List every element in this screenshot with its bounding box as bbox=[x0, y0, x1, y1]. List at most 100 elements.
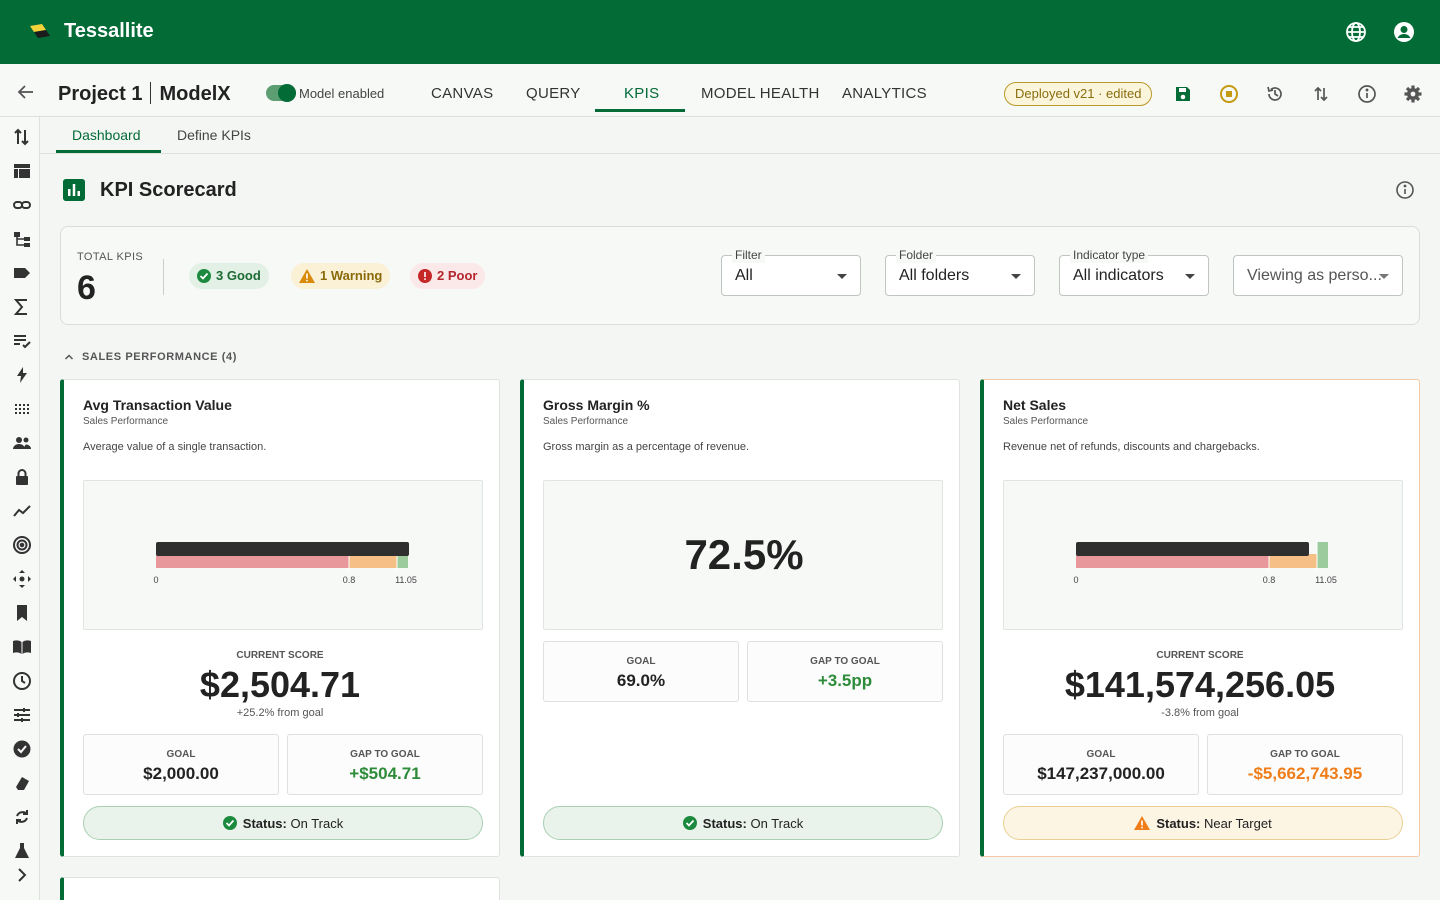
project-title: Project 1 ModelX bbox=[58, 82, 231, 106]
indicator-type-label: Indicator type bbox=[1070, 247, 1149, 263]
sidebar-hierarchy-icon[interactable] bbox=[12, 229, 32, 249]
chevron-down-icon bbox=[1185, 274, 1195, 279]
bullet-chart-panel: 0 0.8 11.05 bbox=[1003, 480, 1403, 630]
total-kpis-value: 6 bbox=[77, 269, 96, 307]
gap-value: +$504.71 bbox=[349, 764, 421, 783]
warning-count-label: 1 Warning bbox=[320, 268, 383, 283]
status-pill: Status: On Track bbox=[83, 806, 483, 840]
info-icon[interactable] bbox=[1357, 84, 1377, 104]
total-kpis-label: TOTAL KPIS bbox=[77, 251, 144, 263]
history-icon[interactable] bbox=[1265, 84, 1285, 104]
sidebar-sort-icon[interactable] bbox=[12, 127, 32, 147]
subtab-define-kpis[interactable]: Define KPIs bbox=[177, 127, 251, 143]
bullet-band-good bbox=[1317, 542, 1328, 568]
sidebar-grid-icon[interactable] bbox=[12, 399, 32, 419]
chevron-down-icon bbox=[1011, 274, 1021, 279]
viewing-as-select[interactable]: Viewing as perso... bbox=[1233, 255, 1403, 296]
kpi-summary-panel: TOTAL KPIS 6 3 Good 1 Warning 2 Poor Fil… bbox=[60, 226, 1420, 325]
kpi-card-description: Average value of a single transaction. bbox=[83, 441, 267, 453]
kpi-card-category: Sales Performance bbox=[543, 416, 629, 427]
save-icon[interactable] bbox=[1173, 84, 1193, 104]
goal-box: GOAL $147,237,000.00 bbox=[1003, 734, 1199, 795]
page-info-icon[interactable] bbox=[1395, 180, 1415, 200]
bullet-tick-label: 0.8 bbox=[343, 575, 356, 585]
kpi-subtabs: Dashboard Define KPIs bbox=[40, 117, 1440, 154]
sort-arrows-icon[interactable] bbox=[1311, 84, 1331, 104]
deploy-status-badge[interactable]: Deployed v21 · edited bbox=[1004, 82, 1153, 106]
big-number-panel: 72.5% bbox=[543, 480, 943, 630]
bullet-tick-label: 11.05 bbox=[1315, 575, 1337, 585]
chevron-down-icon bbox=[1379, 274, 1389, 279]
kpi-card-category: Sales Performance bbox=[83, 416, 169, 427]
sidebar-table-icon[interactable] bbox=[12, 161, 32, 181]
indicator-type-value: All indicators bbox=[1073, 267, 1164, 284]
tessallite-logo bbox=[30, 24, 50, 38]
gap-value: -$5,662,743.95 bbox=[1247, 764, 1363, 783]
check-circle-icon bbox=[197, 269, 211, 283]
gap-label: GAP TO GOAL bbox=[350, 749, 420, 760]
goal-label: GOAL bbox=[626, 656, 656, 667]
from-goal-text: -3.8% from goal bbox=[1161, 707, 1239, 719]
kpi-card-title: Avg Transaction Value bbox=[83, 397, 232, 413]
sidebar-clock-icon[interactable] bbox=[12, 671, 32, 691]
tab-query[interactable]: QUERY bbox=[526, 85, 581, 102]
sidebar-bolt-icon[interactable] bbox=[12, 365, 32, 385]
sidebar-lock-icon[interactable] bbox=[12, 467, 32, 487]
poor-count-label: 2 Poor bbox=[437, 268, 478, 283]
kpi-card[interactable]: Net Sales Sales Performance Revenue net … bbox=[980, 379, 1420, 857]
sidebar-link-icon[interactable] bbox=[12, 195, 32, 215]
tab-model-health[interactable]: MODEL HEALTH bbox=[701, 85, 820, 102]
sidebar-bookmark-icon[interactable] bbox=[12, 603, 32, 623]
gap-box: GAP TO GOAL +3.5pp bbox=[747, 641, 943, 702]
sidebar-verified-icon[interactable] bbox=[12, 739, 32, 759]
bullet-band-poor bbox=[1076, 554, 1269, 568]
status-value: On Track bbox=[290, 815, 344, 831]
filter-select-label: Filter bbox=[732, 247, 765, 263]
sidebar-tag-icon[interactable] bbox=[12, 263, 32, 283]
folder-select[interactable]: Folder All folders bbox=[885, 247, 1035, 296]
sidebar-eraser-icon[interactable] bbox=[12, 773, 32, 793]
bullet-chart: 0 0.8 11.05 bbox=[153, 542, 417, 585]
sidebar-sync-icon[interactable] bbox=[12, 807, 32, 827]
tab-kpis[interactable]: KPIS bbox=[624, 85, 660, 102]
subtab-dashboard[interactable]: Dashboard bbox=[72, 127, 141, 143]
summary-divider bbox=[163, 259, 164, 295]
kpi-card[interactable]: Gross Margin % Sales Performance Gross m… bbox=[520, 379, 960, 857]
filter-select[interactable]: Filter All bbox=[721, 247, 861, 296]
folder-select-label: Folder bbox=[896, 247, 937, 263]
good-count-chip[interactable]: 3 Good bbox=[189, 263, 269, 289]
globe-icon[interactable] bbox=[1344, 20, 1368, 44]
status-prefix: Status: bbox=[242, 815, 287, 831]
sidebar-expand-chevron-icon[interactable] bbox=[12, 865, 32, 885]
sidebar-people-icon[interactable] bbox=[12, 433, 32, 453]
sidebar-sigma-icon[interactable] bbox=[12, 297, 32, 317]
kpi-card[interactable]: Avg Transaction Value Sales Performance … bbox=[60, 379, 500, 857]
tab-canvas[interactable]: CANVAS bbox=[431, 85, 494, 102]
folder-select-value: All folders bbox=[899, 267, 970, 284]
account-icon[interactable] bbox=[1392, 20, 1416, 44]
sidebar-flask-icon[interactable] bbox=[12, 841, 32, 861]
indicator-type-select[interactable]: Indicator type All indicators bbox=[1059, 247, 1209, 296]
left-sidebar bbox=[0, 117, 40, 900]
stop-icon[interactable] bbox=[1219, 84, 1239, 104]
goal-value: $147,237,000.00 bbox=[1037, 764, 1165, 783]
sidebar-target-icon[interactable] bbox=[12, 535, 32, 555]
poor-count-chip[interactable]: 2 Poor bbox=[410, 263, 486, 289]
filter-select-value: All bbox=[735, 267, 753, 284]
gap-label: GAP TO GOAL bbox=[810, 656, 880, 667]
current-score-label: CURRENT SCORE bbox=[236, 650, 324, 661]
sidebar-book-icon[interactable] bbox=[12, 637, 32, 657]
settings-gear-icon[interactable] bbox=[1403, 84, 1423, 104]
back-arrow-icon[interactable] bbox=[16, 82, 36, 102]
good-count-label: 3 Good bbox=[216, 268, 261, 283]
tab-analytics[interactable]: ANALYTICS bbox=[842, 85, 927, 102]
bullet-band-poor bbox=[156, 554, 349, 568]
sidebar-checklist-icon[interactable] bbox=[12, 331, 32, 351]
model-enabled-toggle[interactable] bbox=[266, 84, 296, 102]
collapse-chevron-icon[interactable] bbox=[64, 352, 74, 362]
warning-count-chip[interactable]: 1 Warning bbox=[291, 263, 391, 289]
sidebar-move-icon[interactable] bbox=[12, 569, 32, 589]
sidebar-trend-icon[interactable] bbox=[12, 501, 32, 521]
sidebar-sliders-icon[interactable] bbox=[12, 705, 32, 725]
gap-value: +3.5pp bbox=[817, 671, 873, 690]
